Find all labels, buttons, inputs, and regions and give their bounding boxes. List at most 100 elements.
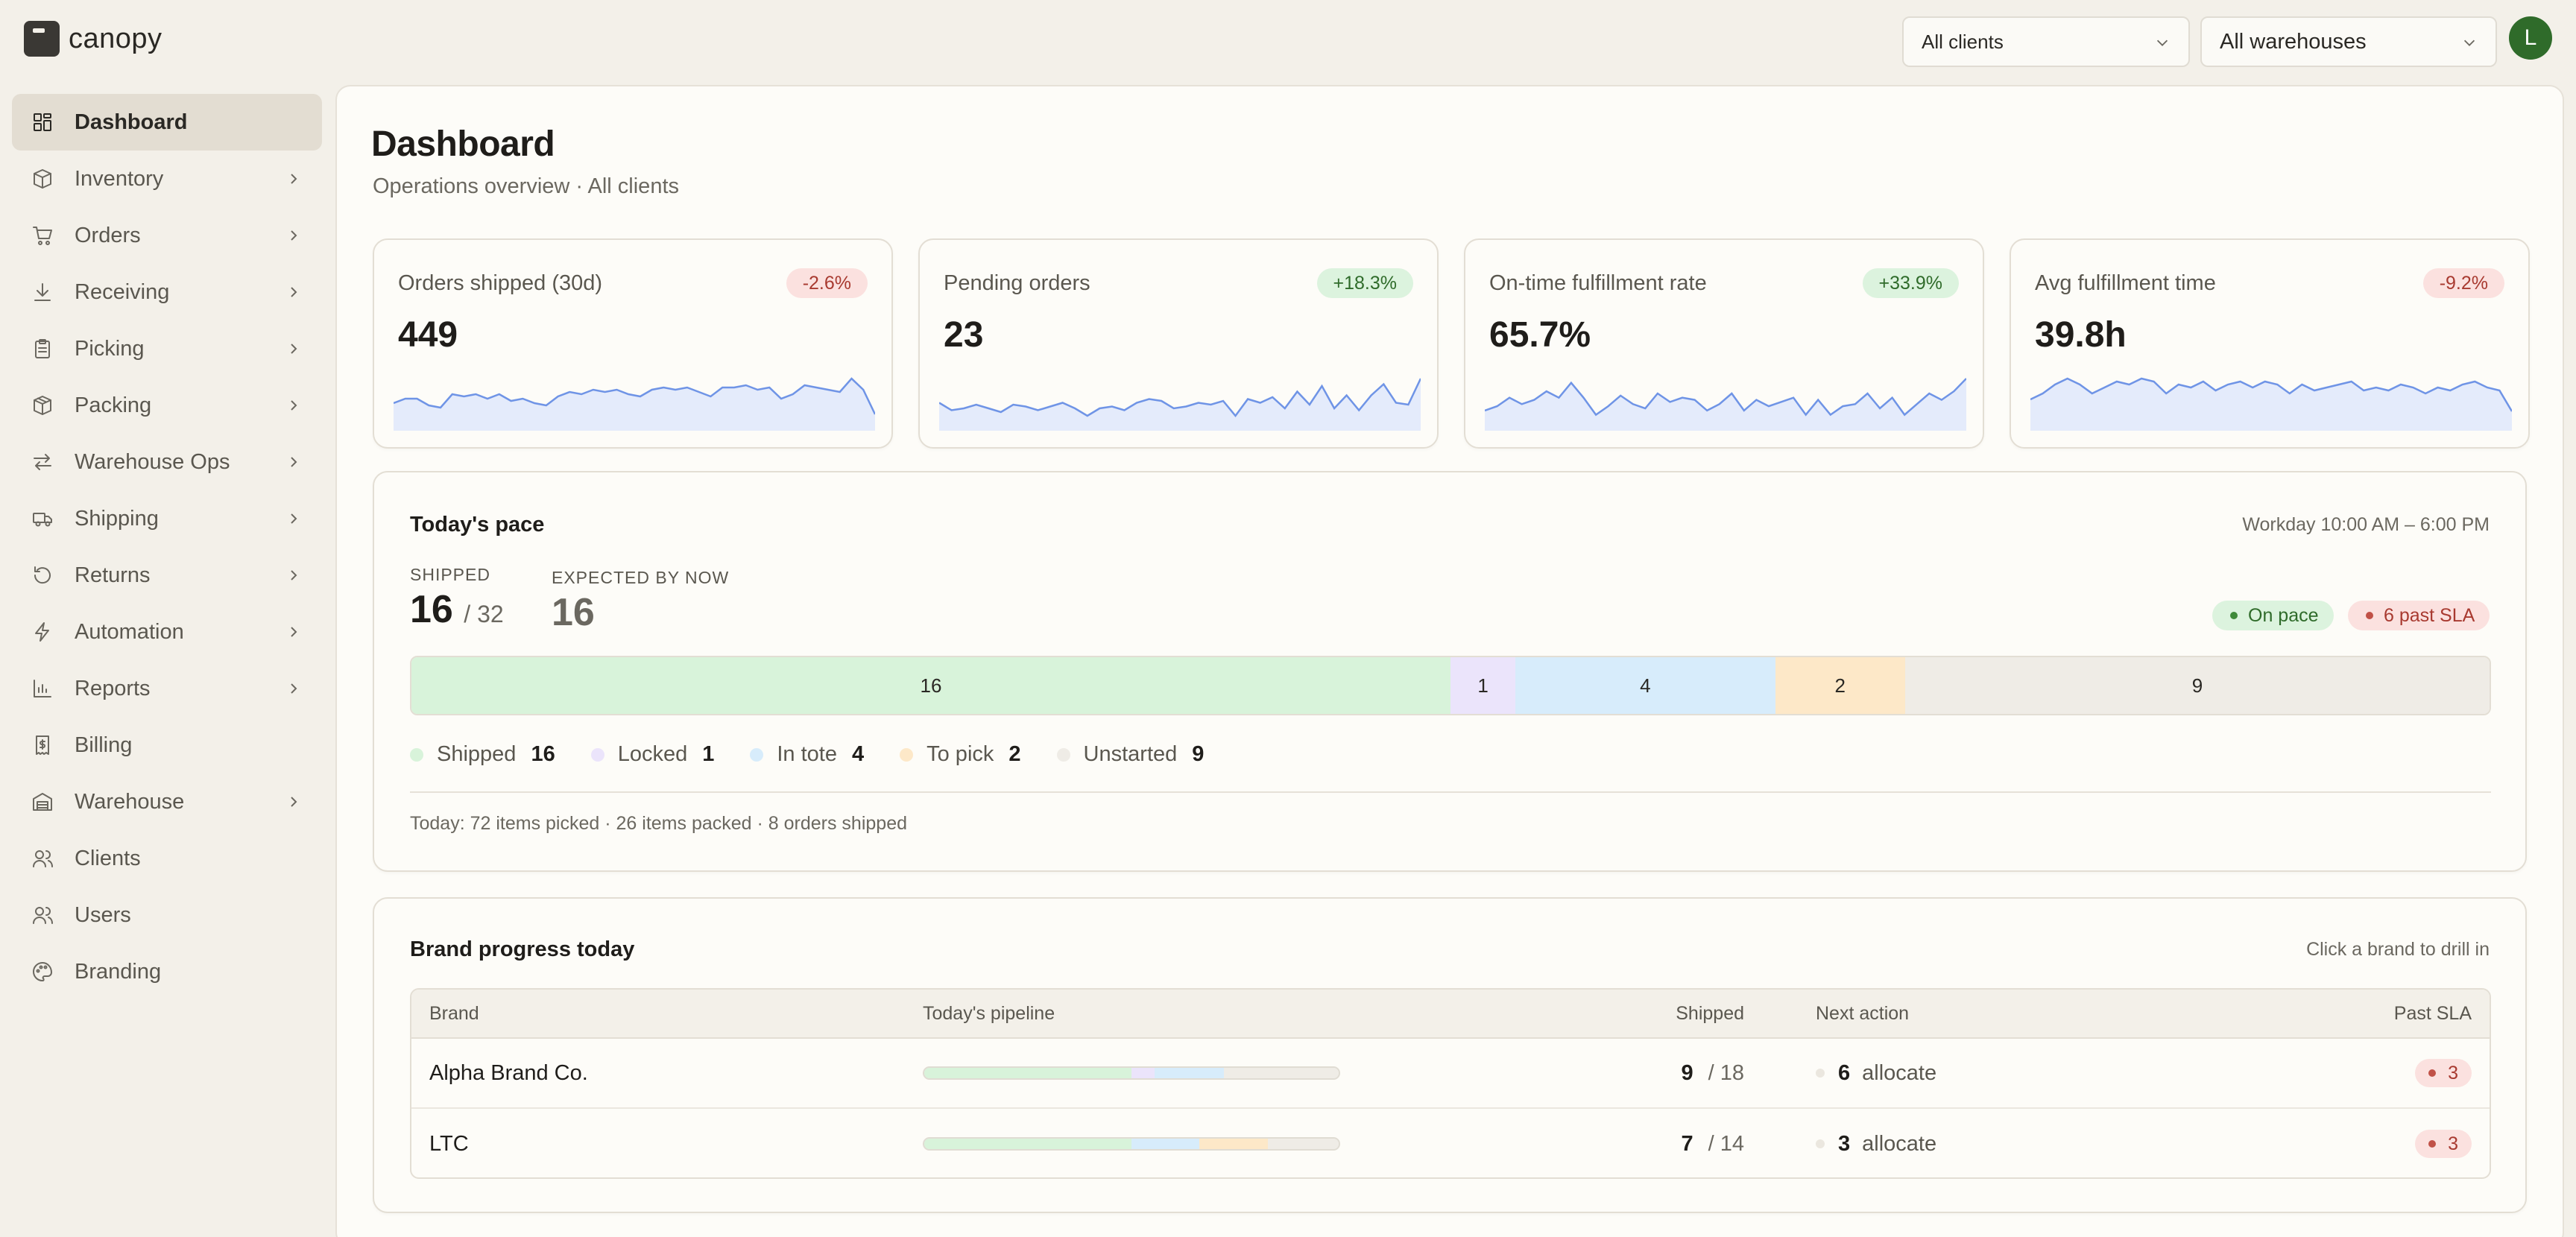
kpi-card[interactable]: On-time fulfillment rate 65.7% +33.9%: [1464, 238, 1984, 449]
kpi-card[interactable]: Orders shipped (30d) 449 -2.6%: [373, 238, 893, 449]
pace-segment-to-pick[interactable]: 2: [1775, 657, 1905, 714]
lightning-icon: [31, 621, 54, 643]
kpi-delta-badge: -2.6%: [786, 268, 868, 298]
sparkline-line: [394, 377, 875, 415]
client-select-value: All clients: [1922, 30, 2004, 53]
legend-dot-icon: [410, 747, 423, 762]
shipped-count: 7: [1681, 1131, 1693, 1156]
chevron-down-icon: [2463, 39, 2475, 46]
sidebar-item-automation[interactable]: Automation: [12, 604, 322, 660]
kpi-card[interactable]: Pending orders 23 +18.3%: [918, 238, 1439, 449]
legend-count: 4: [851, 742, 865, 766]
sidebar-item-receiving[interactable]: Receiving: [12, 264, 322, 320]
sidebar-item-picking[interactable]: Picking: [12, 320, 322, 377]
chevron-right-icon: [291, 570, 297, 580]
pace-legend: Shipped 16 Locked 1 In tote 4 To pick 2 Unstarte…: [410, 742, 1240, 767]
sidebar-item-label: Returns: [75, 563, 151, 587]
sidebar-item-users[interactable]: Users: [12, 887, 322, 943]
legend-count: 1: [702, 742, 715, 766]
pace-segment-locked[interactable]: 1: [1450, 657, 1516, 714]
legend-item: To pick 2: [900, 742, 1021, 767]
sidebar-item-label: Warehouse Ops: [75, 449, 230, 474]
kpi-sparkline: [394, 377, 875, 431]
app-logo[interactable]: canopy: [24, 21, 162, 57]
legend-item: Locked 1: [590, 742, 715, 767]
past-sla-count: 3: [2448, 1133, 2458, 1154]
expected-value: 16: [552, 591, 595, 634]
app-name: canopy: [69, 22, 162, 54]
col-shipped[interactable]: Shipped: [1676, 1002, 1744, 1024]
pace-segment-unstarted[interactable]: 9: [1904, 657, 2490, 714]
brand-name[interactable]: Alpha Brand Co.: [429, 1060, 588, 1085]
legend-label: To pick: [926, 742, 994, 766]
table-row[interactable]: LTC 7 / 14 3 allocate 3: [411, 1109, 2490, 1177]
chevron-right-icon: [291, 683, 297, 694]
legend-label: Shipped: [437, 742, 517, 766]
col-brand[interactable]: Brand: [429, 1002, 479, 1024]
sidebar-item-packing[interactable]: Packing: [12, 377, 322, 434]
sidebar-item-label: Billing: [75, 733, 133, 757]
warehouse-select-value: All warehouses: [2220, 29, 2367, 54]
box-icon: [31, 168, 54, 190]
sidebar-item-billing[interactable]: Billing: [12, 717, 322, 773]
brand-name[interactable]: LTC: [429, 1131, 469, 1156]
sparkline-area: [1485, 379, 1966, 431]
legend-label: Locked: [617, 742, 688, 766]
brand-progress-card: Brand progress today Click a brand to dr…: [373, 897, 2527, 1213]
sidebar-item-reports[interactable]: Reports: [12, 660, 322, 717]
sidebar-item-label: Inventory: [75, 166, 164, 191]
sidebar-item-label: Packing: [75, 393, 152, 417]
todays-pace-card: Today's pace Workday 10:00 AM – 6:00 PM …: [373, 471, 2527, 872]
next-action-count: 6: [1838, 1060, 1851, 1085]
past-sla-badge[interactable]: 6 past SLA: [2348, 601, 2490, 630]
sidebar-item-label: Reports: [75, 676, 151, 700]
warehouse-select[interactable]: All warehouses: [2200, 16, 2497, 67]
sidebar-item-orders[interactable]: Orders: [12, 207, 322, 264]
sidebar-item-returns[interactable]: Returns: [12, 547, 322, 604]
pipeline-segment: [1131, 1139, 1200, 1149]
col-pipeline: Today's pipeline: [923, 1002, 1055, 1024]
bar-chart-icon: [31, 677, 54, 700]
past-sla-count: 3: [2448, 1062, 2458, 1083]
client-select[interactable]: All clients: [1902, 16, 2190, 67]
table-row[interactable]: Alpha Brand Co. 9 / 18 6 allocate 3: [411, 1039, 2490, 1109]
sidebar-item-label: Dashboard: [75, 110, 188, 134]
table-header: Brand Today's pipeline Shipped Next acti…: [411, 990, 2490, 1039]
status-dot-icon: [2428, 1140, 2437, 1148]
col-past-sla[interactable]: Past SLA: [2393, 1002, 2472, 1024]
kpi-sparkline: [939, 378, 1421, 431]
sidebar-item-label: Branding: [75, 959, 162, 984]
sidebar-item-warehouse-ops[interactable]: Warehouse Ops: [12, 434, 322, 490]
kpi-label: Avg fulfillment time: [2035, 271, 2216, 295]
sidebar-item-inventory[interactable]: Inventory: [12, 151, 322, 207]
sidebar-item-label: Clients: [75, 846, 141, 870]
shipped-total: / 14: [1708, 1131, 1744, 1156]
pace-title: Today's pace: [410, 513, 545, 537]
shipped-total: / 32: [464, 601, 504, 627]
col-next-action: Next action: [1816, 1002, 1910, 1024]
pace-segment-in-tote[interactable]: 4: [1515, 657, 1775, 714]
sidebar-item-clients[interactable]: Clients: [12, 830, 322, 887]
sidebar-item-shipping[interactable]: Shipping: [12, 490, 322, 547]
pace-segment-shipped[interactable]: 16: [411, 657, 1450, 714]
kpi-card[interactable]: Avg fulfillment time 39.8h -9.2%: [2010, 238, 2530, 449]
shipped-total: / 18: [1708, 1060, 1744, 1085]
kpi-value: 65.7%: [1489, 315, 1591, 355]
pipeline-bar: [923, 1066, 1340, 1080]
sidebar-item-dashboard[interactable]: Dashboard: [12, 94, 322, 151]
kpi-label: On-time fulfillment rate: [1489, 271, 1707, 295]
pipeline-bar: [923, 1137, 1340, 1151]
sidebar-item-branding[interactable]: Branding: [12, 943, 322, 1000]
pace-summary: Today: 72 items picked · 26 items packed…: [410, 813, 908, 834]
kpi-value: 449: [398, 315, 458, 355]
sidebar-item-warehouse[interactable]: Warehouse: [12, 773, 322, 830]
drill-in-hint: Click a brand to drill in: [2306, 939, 2490, 960]
next-action-count: 3: [1838, 1131, 1851, 1156]
user-avatar[interactable]: L: [2509, 16, 2552, 60]
on-pace-badge: On pace: [2212, 601, 2334, 630]
kpi-value: 23: [944, 315, 984, 355]
pace-stacked-bar: 16 1 4 2 9: [410, 656, 2491, 715]
kpi-delta-badge: -9.2%: [2422, 268, 2504, 298]
next-action-label: allocate: [1862, 1131, 1937, 1156]
sidebar-item-label: Receiving: [75, 279, 170, 304]
